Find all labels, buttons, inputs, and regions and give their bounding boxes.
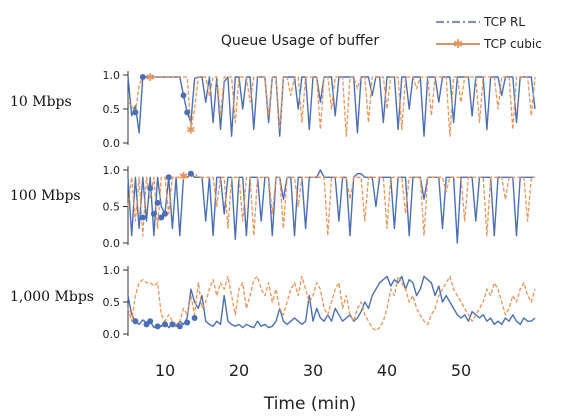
x-axis: 10 20 30 40 50 [155,361,471,380]
marker-tcp-rl-2-7 [188,171,194,177]
chart-title: Queue Usage of buffer [221,33,379,49]
y-tick-label-3-1: 0.5 [103,296,121,309]
marker-tcp-rl-3-8 [192,315,198,321]
marker-tcp-rl-3-5 [169,321,175,327]
marker-tcp-rl-3-2 [147,318,153,324]
marker-tcp-rl-2-2 [151,211,157,217]
marker-tcp-cubic-1-1: ✱ [186,124,195,136]
y-tick-label-1-2: 1.0 [103,69,121,82]
legend-marker-tcp-cubic: ✱ [453,37,463,51]
marker-tcp-rl-3-6 [177,323,183,329]
marker-tcp-rl-1-1 [132,109,138,115]
marker-tcp-cubic-2-0: ✱ [179,171,188,183]
marker-tcp-rl-2-0 [140,214,146,220]
y-tick-label-2-1: 0.5 [103,201,121,214]
panels: 10 Mbps 0.0 0.5 1.0 ✱ ✱ 100 Mbps 0.0 0.5 1.0 ✱ 1,00… [10,69,535,341]
panel-2: 100 Mbps 0.0 0.5 1.0 ✱ [10,164,535,250]
legend-label-tcp-rl: TCP RL [483,15,525,29]
marker-tcp-rl-2-3 [155,200,161,206]
x-tick-label-3: 40 [377,361,397,380]
marker-tcp-rl-1-3 [184,109,190,115]
marker-tcp-rl-3-4 [162,321,168,327]
legend: TCP RL ✱ TCP cubic [436,15,542,51]
x-axis-label: Time (min) [263,394,356,414]
y-tick-label-1-1: 0.5 [103,103,121,116]
y-tick-label-1-0: 0.0 [103,137,121,150]
marker-tcp-rl-3-0 [132,318,138,324]
marker-tcp-rl-2-6 [166,174,172,180]
marker-tcp-cubic-1-0: ✱ [146,72,155,84]
x-tick-label-2: 30 [303,361,323,380]
panel-label-2: 100 Mbps [10,188,81,204]
marker-tcp-rl-1-0 [140,74,146,80]
marker-tcp-rl-3-7 [184,319,190,325]
marker-tcp-rl-1-2 [181,92,187,98]
marker-tcp-rl-2-5 [162,211,168,217]
panel-label-1: 10 Mbps [10,94,72,110]
panel-label-3: 1,000 Mbps [10,289,94,305]
marker-tcp-rl-2-1 [147,185,153,191]
x-tick-label-4: 50 [451,361,471,380]
x-tick-label-0: 10 [155,361,175,380]
y-tick-label-3-0: 0.0 [103,328,121,341]
x-tick-label-1: 20 [229,361,249,380]
y-tick-label-2-2: 1.0 [103,164,121,177]
marker-tcp-rl-3-3 [155,323,161,329]
legend-label-tcp-cubic: TCP cubic [483,37,542,51]
panel-3: 1,000 Mbps 0.0 0.5 1.0 [10,264,535,341]
y-tick-label-3-2: 1.0 [103,264,121,277]
panel-1: 10 Mbps 0.0 0.5 1.0 ✱ ✱ [10,69,535,150]
y-tick-label-2-0: 0.0 [103,237,121,250]
